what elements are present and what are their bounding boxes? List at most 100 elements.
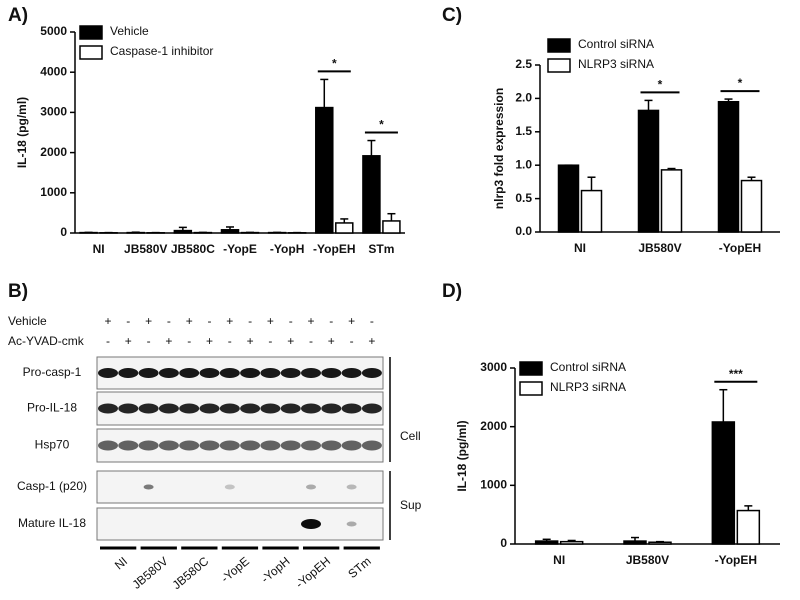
band	[260, 403, 281, 414]
bar	[173, 229, 193, 234]
band	[306, 484, 316, 490]
band	[98, 368, 118, 378]
band	[219, 440, 240, 451]
lane-label: STm	[345, 554, 373, 581]
treatment-sign: +	[328, 334, 335, 348]
bar	[335, 222, 354, 234]
treatment-sign: -	[350, 334, 354, 348]
treatment-sign: +	[125, 334, 132, 348]
panel-label: D)	[442, 281, 462, 302]
legend-swatch	[79, 45, 103, 60]
band	[224, 484, 235, 490]
legend-label: Vehicle	[110, 24, 149, 38]
legend-label: Control siRNA	[550, 360, 626, 374]
x-tick-label: NI	[93, 242, 105, 256]
band	[280, 368, 301, 378]
treatment-sign: -	[268, 334, 272, 348]
band	[361, 368, 382, 378]
treatment-sign: -	[167, 314, 171, 328]
band	[158, 368, 179, 378]
y-tick-label: 0	[60, 225, 67, 239]
bar	[637, 109, 660, 233]
treatment-sign: +	[247, 334, 254, 348]
significance-label: *	[738, 76, 743, 90]
bar	[534, 540, 559, 545]
treatment-sign: +	[145, 314, 152, 328]
x-tick-label: -YopE	[223, 242, 257, 256]
treatment-sign: -	[126, 314, 130, 328]
band	[158, 403, 179, 414]
bar	[362, 155, 381, 234]
treatment-sign: -	[187, 334, 191, 348]
band	[138, 440, 159, 451]
treatment-sign: +	[307, 314, 314, 328]
band	[240, 440, 261, 451]
band	[98, 403, 118, 414]
legend-swatch	[547, 38, 571, 53]
treatment-sign: -	[309, 334, 313, 348]
legend-label: NLRP3 siRNA	[578, 57, 654, 71]
y-tick-label: 1.0	[515, 157, 532, 171]
x-tick-label: -YopEH	[715, 553, 757, 567]
band-label: Pro-IL-18	[27, 401, 77, 415]
bar	[580, 189, 603, 233]
legend-swatch	[519, 381, 543, 396]
significance-label: *	[332, 57, 337, 71]
y-tick-label: 2.0	[515, 91, 532, 105]
band-label: Mature IL-18	[18, 516, 86, 530]
band	[219, 403, 240, 414]
bar	[740, 179, 763, 233]
y-tick-label: 2000	[40, 145, 67, 159]
x-tick-label: NI	[574, 241, 586, 255]
blot-frame	[96, 507, 384, 541]
band	[280, 403, 301, 414]
bar	[711, 421, 736, 545]
y-tick-label: 0.5	[515, 191, 532, 205]
y-tick-label: 1.5	[515, 124, 532, 138]
band-label: Hsp70	[35, 438, 70, 452]
legend-label: Control siRNA	[578, 37, 654, 51]
treatment-sign: -	[208, 314, 212, 328]
y-tick-label: 3000	[480, 360, 507, 374]
bar	[220, 229, 240, 234]
band	[199, 403, 220, 414]
y-tick-label: 2000	[480, 419, 507, 433]
band	[179, 403, 200, 414]
bar	[382, 220, 401, 234]
x-tick-label: -YopH	[270, 242, 304, 256]
band	[118, 403, 139, 414]
y-tick-label: 5000	[40, 24, 67, 38]
treatment-label: Ac-YVAD-cmk	[8, 334, 85, 348]
x-tick-label: STm	[368, 242, 394, 256]
band	[301, 440, 321, 451]
band	[361, 440, 382, 451]
treatment-sign: -	[370, 314, 374, 328]
y-axis-label: IL-18 (pg/ml)	[15, 97, 29, 168]
band	[138, 403, 159, 414]
lane-label: NI	[112, 554, 130, 572]
treatment-sign: +	[226, 314, 233, 328]
band	[240, 403, 261, 414]
band	[179, 368, 200, 378]
x-tick-label: -YopEH	[719, 241, 761, 255]
band	[301, 403, 321, 414]
treatment-label: Vehicle	[8, 314, 47, 328]
y-axis-label: IL-18 (pg/ml)	[455, 420, 469, 491]
band	[143, 484, 154, 490]
band	[199, 368, 220, 378]
band	[118, 368, 139, 378]
treatment-sign: +	[368, 334, 375, 348]
lane-label: JB580V	[130, 554, 171, 592]
treatment-sign: +	[165, 334, 172, 348]
treatment-sign: -	[248, 314, 252, 328]
bar	[315, 106, 334, 234]
panel-label: B)	[8, 281, 28, 302]
treatment-sign: -	[329, 314, 333, 328]
x-tick-label: JB580V	[638, 241, 681, 255]
y-axis-label: nlrp3 fold expression	[492, 88, 506, 209]
y-tick-label: 0	[500, 536, 507, 550]
band	[301, 368, 321, 378]
legend-label: NLRP3 siRNA	[550, 380, 626, 394]
treatment-sign: +	[186, 314, 193, 328]
